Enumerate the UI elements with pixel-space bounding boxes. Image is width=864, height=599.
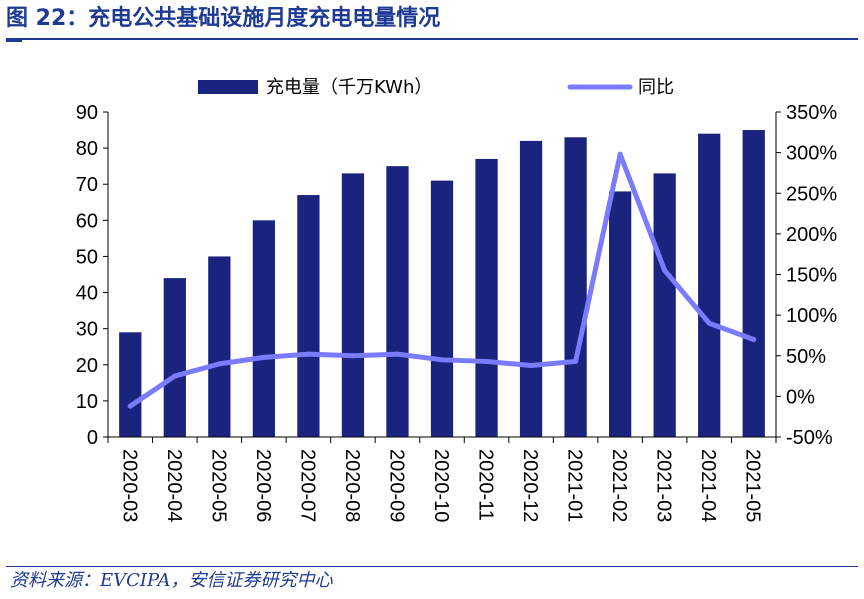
y-left-tick-80: 80	[76, 138, 98, 160]
figure-title: 图 22：充电公共基础设施月度充电电量情况	[6, 6, 441, 31]
yoy-point-2020-08	[350, 353, 356, 359]
x-tick-2021-01: 2021-01	[564, 449, 586, 522]
source-rule	[6, 566, 858, 567]
y-left-tick-70: 70	[76, 174, 98, 196]
bar-2021-05	[742, 130, 765, 438]
yoy-point-2020-07	[305, 351, 311, 357]
yoy-point-2020-11	[484, 358, 490, 364]
y-right-tick--50%: -50%	[786, 427, 833, 449]
x-tick-2021-02: 2021-02	[608, 449, 630, 522]
bar-2021-01	[564, 137, 587, 437]
y-right-tick-0%: 0%	[786, 386, 815, 408]
y-left-tick-10: 10	[76, 391, 98, 413]
bar-2020-08	[341, 173, 365, 437]
y-left-tick-40: 40	[76, 283, 98, 305]
y-right-tick-50%: 50%	[786, 346, 826, 368]
plot-area: 0 10 20 30 40 50 60 70 80 90 -50% 0% 50% 100% 150% 200%…	[76, 102, 838, 522]
bar-2020-05	[208, 256, 231, 437]
y-left-tick-60: 60	[76, 210, 98, 232]
yoy-point-2021-01	[573, 358, 579, 364]
x-tick-2020-08: 2020-08	[341, 449, 363, 522]
legend-swatch-bar	[198, 80, 258, 94]
yoy-point-2020-12	[528, 363, 534, 368]
title-rule-mark	[6, 38, 22, 42]
yoy-point-2021-02	[617, 151, 623, 157]
yoy-point-2020-10	[439, 357, 445, 363]
bar-2021-03	[653, 173, 676, 437]
y-right-tick-300%: 300%	[786, 143, 837, 165]
x-tick-2020-06: 2020-06	[252, 449, 274, 522]
bar-2020-12	[519, 140, 543, 437]
x-tick-2020-03: 2020-03	[118, 449, 140, 522]
y-right-tick-350%: 350%	[786, 102, 837, 124]
legend: 充电量（千万KWh） 同比	[198, 77, 674, 98]
y-right-tick-100%: 100%	[786, 305, 837, 327]
y-left-tick-50: 50	[76, 246, 98, 268]
x-tick-2021-03: 2021-03	[653, 449, 675, 522]
y-right-tick-200%: 200%	[786, 224, 837, 246]
y-left-tick-90: 90	[76, 102, 98, 124]
legend-label-bar: 充电量（千万KWh）	[266, 77, 432, 98]
bar-2020-06	[252, 220, 275, 437]
yoy-point-2021-05	[751, 337, 757, 342]
bar-2021-04	[698, 133, 721, 437]
x-tick-2020-07: 2020-07	[296, 449, 318, 522]
bar-2020-10	[430, 180, 454, 437]
x-tick-2021-05: 2021-05	[742, 449, 764, 522]
bar-2020-11	[475, 158, 498, 437]
bar-2020-03	[119, 332, 142, 437]
title-rule	[6, 38, 858, 40]
x-tick-2020-12: 2020-12	[519, 449, 541, 522]
x-tick-2020-11: 2020-11	[475, 449, 497, 521]
x-tick-2020-09: 2020-09	[385, 449, 407, 522]
bar-2020-09	[386, 166, 409, 437]
yoy-point-2021-03	[662, 267, 668, 273]
bar-2021-02	[609, 191, 632, 437]
yoy-point-2020-09	[394, 351, 400, 357]
x-tick-2020-10: 2020-10	[430, 449, 452, 522]
x-tick-2021-04: 2021-04	[697, 449, 719, 522]
yoy-point-2020-04	[172, 373, 178, 379]
y-left-tick-0: 0	[87, 427, 98, 449]
y-left-tick-30: 30	[76, 319, 98, 341]
bar-2020-07	[297, 195, 320, 437]
x-tick-2020-05: 2020-05	[207, 449, 229, 522]
y-right-tick-250%: 250%	[786, 183, 837, 205]
y-left-tick-20: 20	[76, 355, 98, 377]
yoy-point-2020-06	[261, 354, 267, 360]
source-note: 资料来源：EVCIPA，安信证券研究中心	[10, 570, 333, 591]
yoy-point-2021-04	[706, 320, 712, 326]
bar-2020-04	[163, 278, 186, 437]
x-tick-2020-04: 2020-04	[163, 449, 185, 522]
yoy-point-2020-03	[127, 403, 133, 409]
legend-label-line: 同比	[638, 77, 674, 98]
yoy-point-2020-05	[216, 361, 222, 367]
y-right-tick-150%: 150%	[786, 265, 837, 287]
